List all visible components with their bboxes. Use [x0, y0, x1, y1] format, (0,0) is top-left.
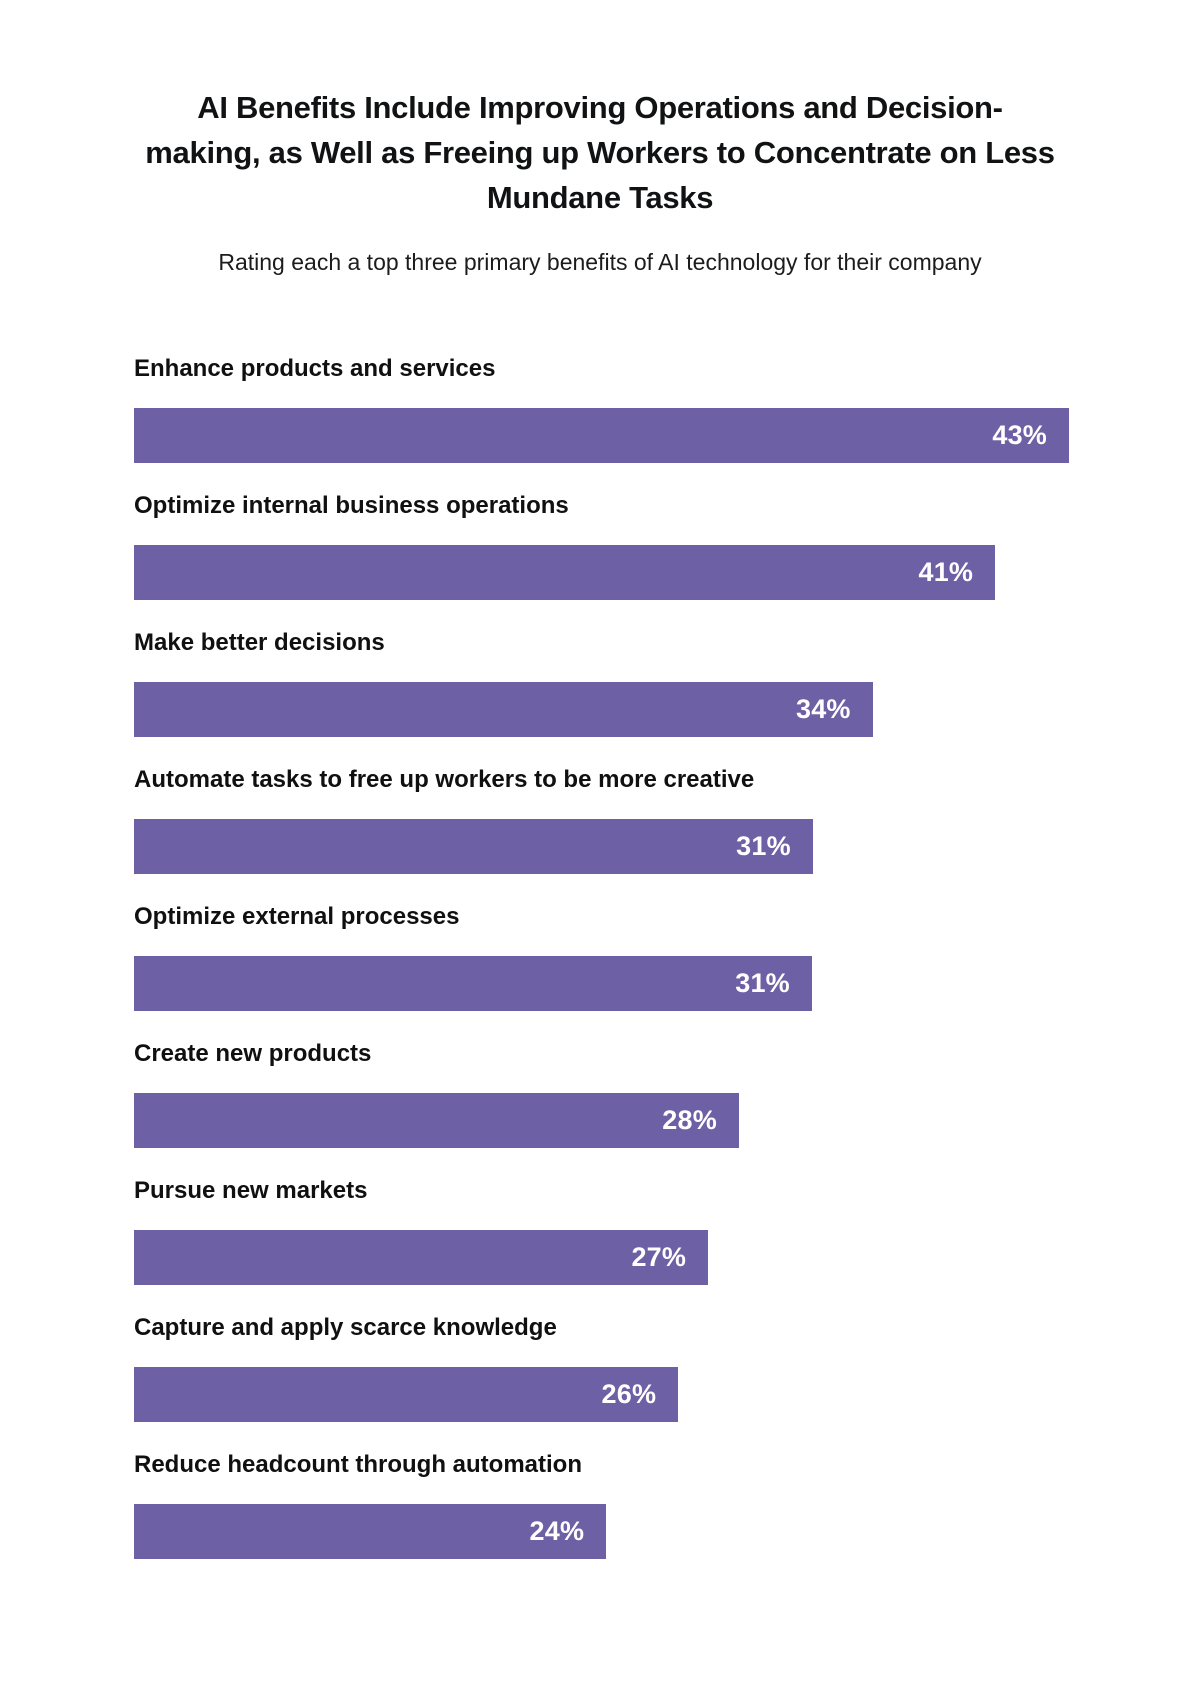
bar-fill: 24%: [134, 1504, 607, 1559]
bar-category-label: Pursue new markets: [134, 1177, 368, 1204]
bar-track: 27%: [134, 1230, 1069, 1285]
bar-category-label: Automate tasks to free up workers to be …: [134, 766, 755, 793]
chart-title: AI Benefits Include Improving Operations…: [145, 90, 1055, 215]
bar-chart: Enhance products and services 43% Optimi…: [134, 354, 1200, 1559]
bar-fill: 41%: [134, 545, 996, 600]
bar-track: 31%: [134, 956, 1069, 1011]
bar-track: 34%: [134, 682, 1069, 737]
bar-category-label: Optimize external processes: [134, 903, 460, 930]
bar-fill: 43%: [134, 408, 1069, 463]
bar-track: 43%: [134, 408, 1069, 463]
chart-subtitle: Rating each a top three primary benefits…: [218, 249, 982, 275]
bar-value-label: 24%: [529, 1516, 585, 1546]
bar-row: Capture and apply scarce knowledge 26%: [134, 1313, 1200, 1422]
bar-category-label: Optimize internal business operations: [134, 492, 569, 519]
bar-track: 24%: [134, 1504, 1069, 1559]
bar-value-label: 34%: [796, 694, 851, 724]
bar-value-label: 43%: [992, 420, 1047, 450]
bar-category-label: Reduce headcount through automation: [134, 1451, 582, 1478]
bar-category-label: Enhance products and services: [134, 355, 496, 382]
bar-row: Make better decisions 34%: [134, 628, 1200, 737]
bar-row: Reduce headcount through automation 24%: [134, 1450, 1200, 1559]
chart-header: AI Benefits Include Improving Operations…: [0, 0, 1200, 277]
bar-track: 31%: [134, 819, 1069, 874]
bar-value-label: 31%: [736, 831, 791, 861]
bar-value-label: 41%: [918, 557, 974, 587]
bar-row: Pursue new markets 27%: [134, 1176, 1200, 1285]
bar-fill: 26%: [134, 1367, 679, 1422]
bar-category-label: Create new products: [134, 1040, 372, 1067]
bar-fill: 31%: [134, 956, 812, 1011]
bar-fill: 28%: [134, 1093, 739, 1148]
bar-value-label: 31%: [735, 968, 790, 998]
bar-track: 28%: [134, 1093, 1069, 1148]
bar-value-label: 27%: [631, 1242, 687, 1272]
bar-fill: 31%: [134, 819, 813, 874]
bar-row: Enhance products and services 43%: [134, 354, 1200, 463]
bar-fill: 27%: [134, 1230, 709, 1285]
bar-row: Optimize internal business operations 41…: [134, 491, 1200, 600]
bar-row: Optimize external processes 31%: [134, 902, 1200, 1011]
bar-row: Create new products 28%: [134, 1039, 1200, 1148]
bar-fill: 34%: [134, 682, 873, 737]
bar-category-label: Capture and apply scarce knowledge: [134, 1314, 557, 1341]
bar-category-label: Make better decisions: [134, 629, 385, 656]
bar-track: 41%: [134, 545, 1069, 600]
bar-value-label: 28%: [662, 1105, 717, 1135]
bar-track: 26%: [134, 1367, 1069, 1422]
bar-value-label: 26%: [601, 1379, 657, 1409]
bar-row: Automate tasks to free up workers to be …: [134, 765, 1200, 874]
